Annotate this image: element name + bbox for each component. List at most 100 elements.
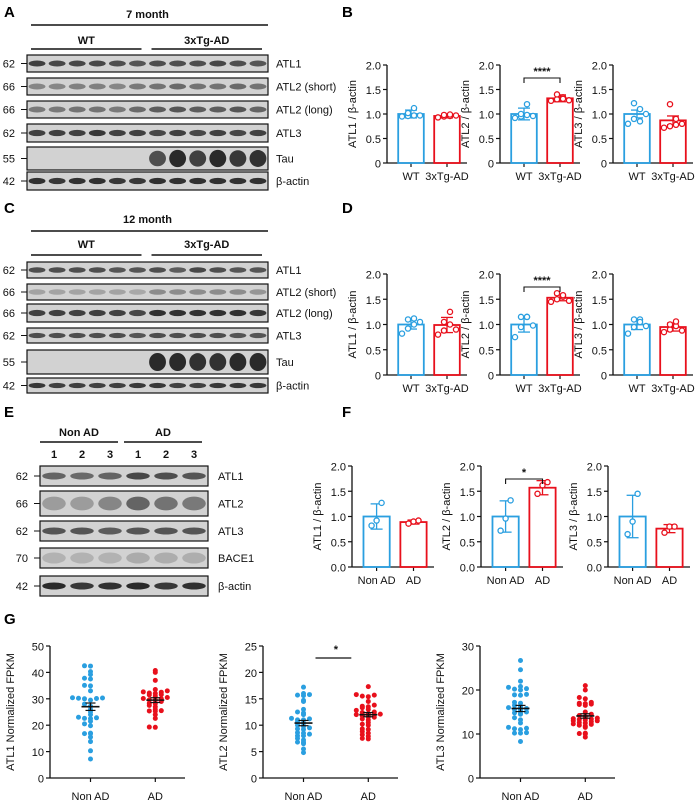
data-point <box>636 105 644 113</box>
data-point <box>164 694 170 700</box>
protein-band <box>169 149 187 168</box>
protein-band <box>249 382 267 389</box>
data-point <box>524 725 529 731</box>
bar <box>510 113 538 164</box>
protein-band <box>88 83 106 90</box>
protein-band <box>68 309 86 317</box>
significance-label: **** <box>533 66 551 78</box>
y-tick-label: 1.0 <box>479 110 494 122</box>
protein-band <box>209 60 227 67</box>
y-axis-label: ATL3 Normalized FPKM <box>435 653 447 771</box>
protein-band <box>88 177 106 185</box>
data-point <box>582 696 588 702</box>
data-point <box>544 478 551 486</box>
data-point <box>512 715 517 721</box>
protein-band <box>182 472 206 480</box>
y-tick-label: 1.5 <box>479 85 494 97</box>
protein-band <box>249 289 267 295</box>
data-point <box>576 700 582 706</box>
protein-band <box>68 83 86 90</box>
protein-band <box>88 129 106 137</box>
protein-band <box>68 106 86 113</box>
data-point <box>295 726 300 732</box>
data-point <box>518 687 523 693</box>
protein-band <box>28 267 46 273</box>
data-point <box>553 289 561 297</box>
protein-band <box>48 289 66 295</box>
x-tick-label: WT <box>402 383 419 395</box>
blot-row: 42 β-actin <box>16 575 251 597</box>
panel-label-F: F <box>342 404 351 421</box>
y-axis-label: ATL3 / β-actin <box>568 483 580 551</box>
x-tick-label: AD <box>662 575 677 587</box>
protein-band <box>169 353 187 371</box>
data-point <box>410 315 418 322</box>
x-tick-label: Non AD <box>72 791 110 803</box>
data-point <box>672 121 680 129</box>
y-axis-label: ATL2 / β-actin <box>460 80 472 148</box>
mw-marker: 66 <box>3 308 15 320</box>
y-tick-label: 1.5 <box>592 85 607 97</box>
protein-band <box>229 332 247 339</box>
protein-band <box>98 496 122 511</box>
row-label: β-actin <box>276 381 309 393</box>
y-tick-label: 20 <box>245 668 257 680</box>
data-point <box>642 110 650 118</box>
data-point <box>301 706 306 712</box>
data-point <box>666 321 674 328</box>
data-point <box>158 708 164 714</box>
data-point <box>152 724 158 730</box>
data-point <box>517 110 525 118</box>
blot-row: 42 β-actin <box>3 171 309 191</box>
data-point <box>671 523 678 530</box>
data-point <box>365 726 371 732</box>
y-tick-label: 1.5 <box>460 487 475 499</box>
mw-marker: 42 <box>3 176 15 188</box>
data-point <box>624 530 631 538</box>
x-tick-label: 3xTg-AD <box>538 171 581 183</box>
protein-band <box>88 289 106 295</box>
significance-bracket <box>505 478 544 484</box>
chart-B-1: 0 0.5 1.0 1.5 2.0 ATL1 / β-actin WT 3xTg-AD <box>347 61 469 184</box>
data-point <box>359 703 365 709</box>
row-label: ATL2 <box>218 499 243 511</box>
data-point <box>511 114 519 122</box>
blot-row: 66 ATL2 <box>16 490 243 517</box>
protein-band <box>149 382 166 389</box>
data-point <box>365 730 371 736</box>
data-point <box>140 689 146 695</box>
significance-bracket <box>523 77 561 83</box>
protein-band <box>129 382 146 389</box>
western-blot-A: 7 month WT 3xTg-AD 62 ATL1 66 ATL2 (short) 66 AT… <box>3 9 336 191</box>
data-point <box>678 327 686 334</box>
data-point <box>398 113 406 120</box>
protein-band <box>42 527 66 535</box>
protein-band <box>129 177 146 185</box>
protein-band <box>149 177 166 185</box>
protein-band <box>189 382 207 389</box>
protein-band <box>149 267 166 273</box>
protein-band <box>149 60 166 67</box>
data-point <box>588 716 594 722</box>
chart-F-9: 0.0 0.5 1.0 1.5 2.0 ATL3 / β-actin Non AD AD <box>568 462 690 587</box>
data-point <box>518 692 523 698</box>
y-tick-label: 2.0 <box>460 462 475 474</box>
row-label: β-actin <box>276 176 309 188</box>
y-tick-label: 10 <box>245 721 257 733</box>
significance-bracket <box>523 286 561 292</box>
data-point <box>630 115 638 123</box>
bar <box>546 97 574 164</box>
protein-band <box>42 582 66 590</box>
lane-number: 2 <box>79 449 85 461</box>
protein-band <box>182 582 206 590</box>
y-tick-label: 1.5 <box>587 487 602 499</box>
data-point <box>446 321 454 328</box>
data-point <box>368 522 375 529</box>
row-label: ATL1 <box>276 265 301 277</box>
data-point <box>359 693 365 699</box>
lane-number: 2 <box>163 449 169 461</box>
data-point <box>353 692 359 698</box>
x-tick-label: Non AD <box>614 575 652 587</box>
data-point <box>518 678 523 684</box>
bar <box>528 486 557 568</box>
